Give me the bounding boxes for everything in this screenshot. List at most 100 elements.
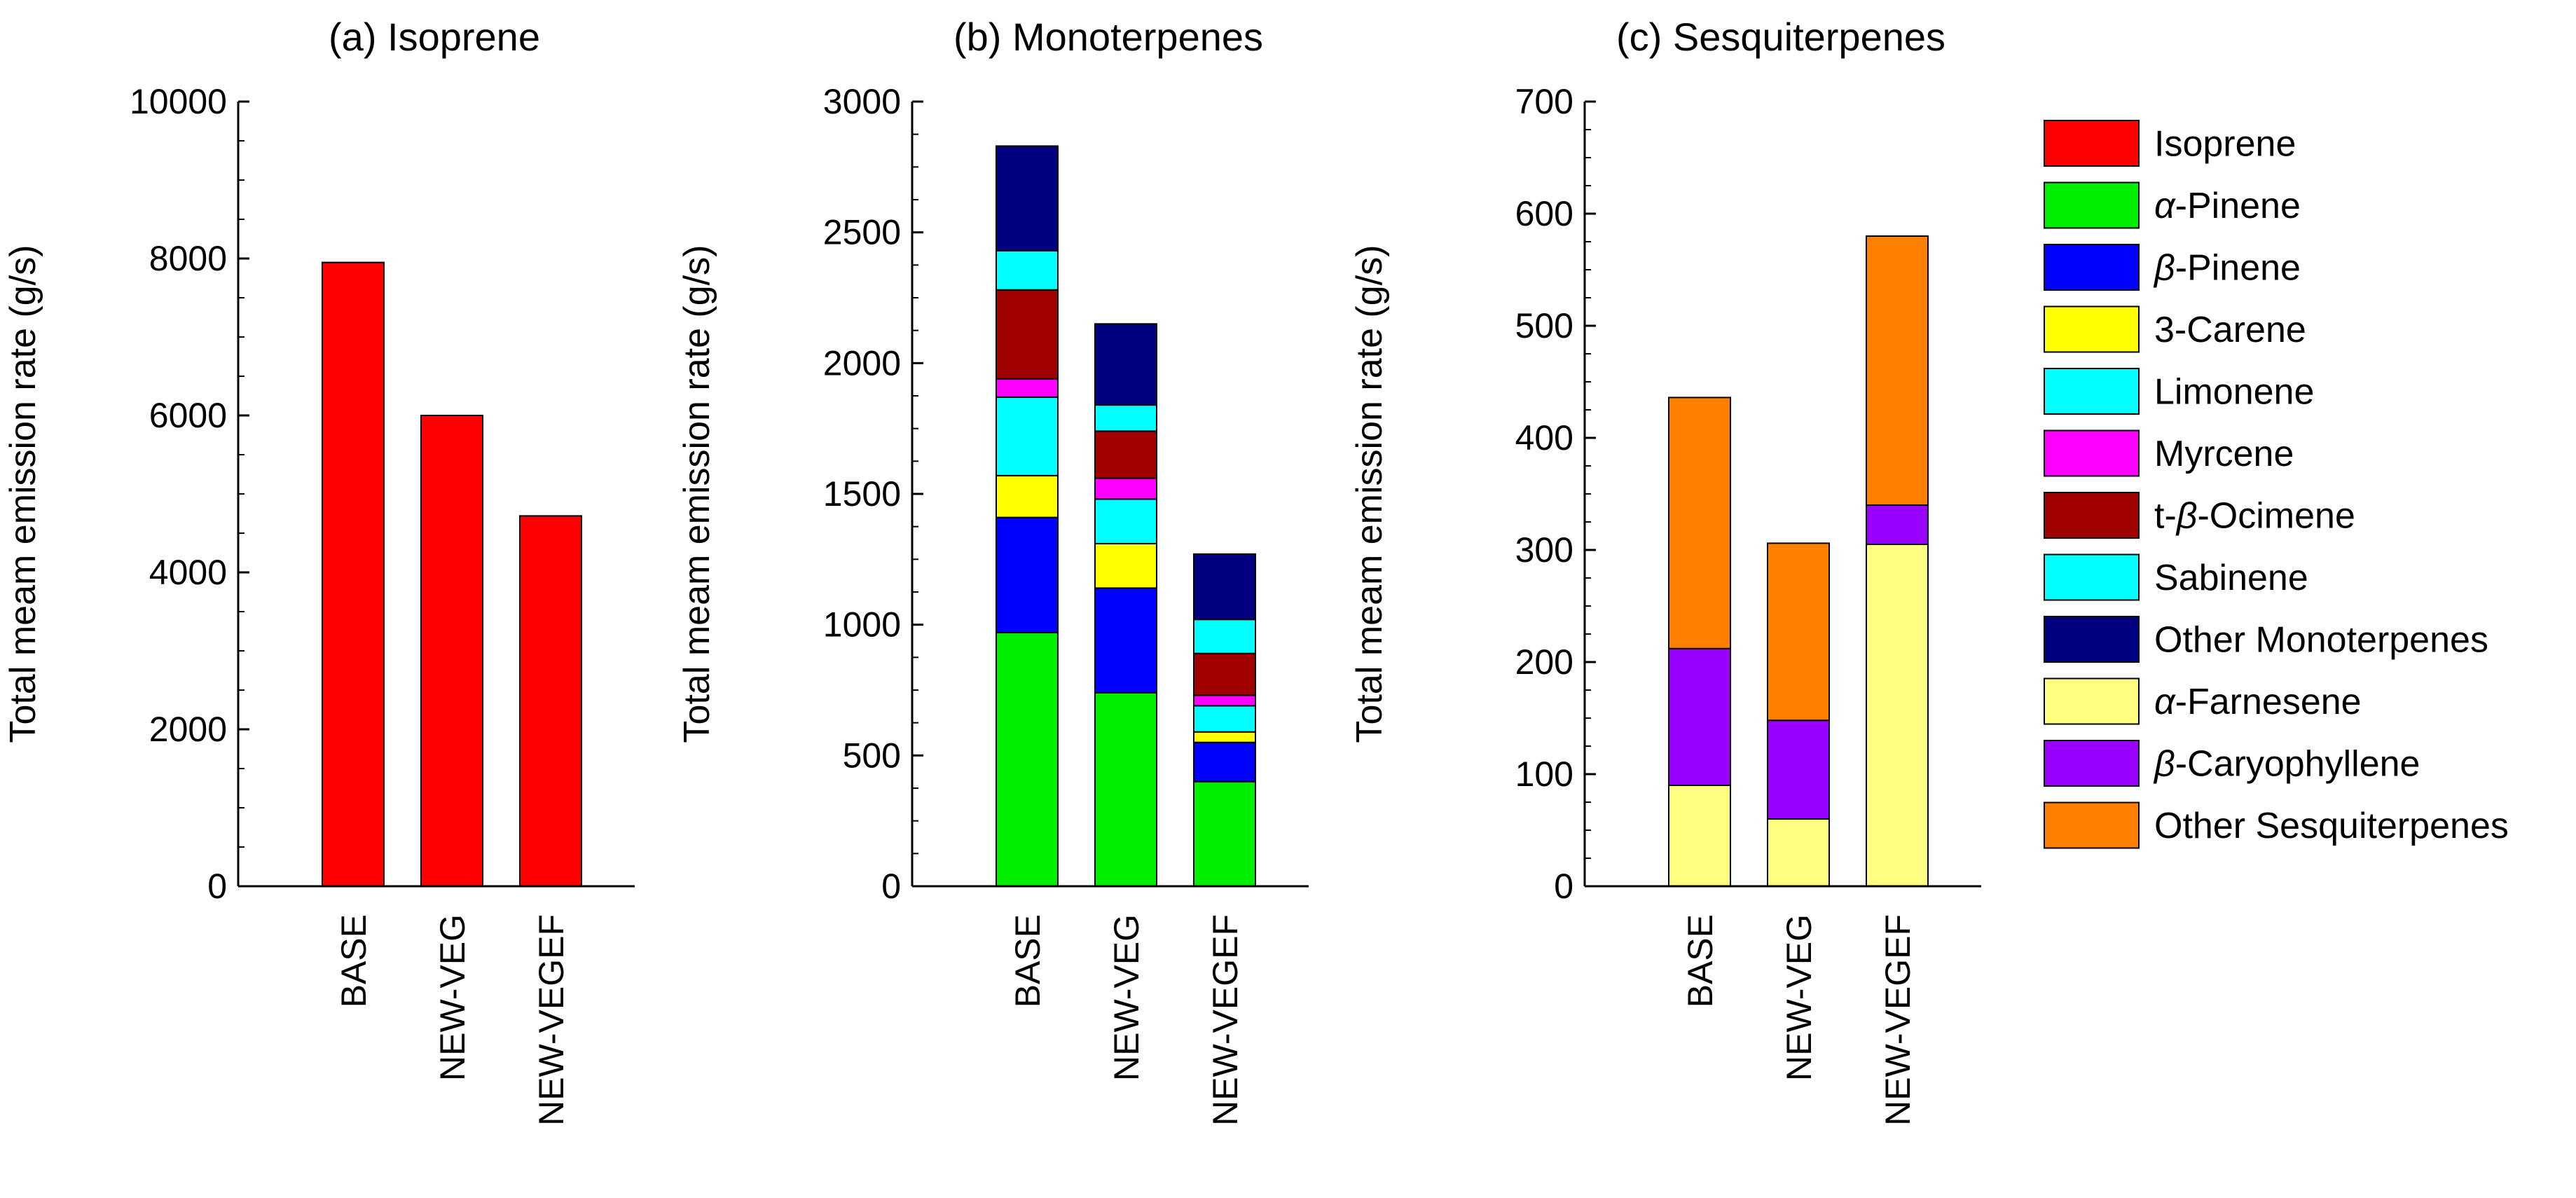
x-tick-label: NEW-VEG [1107,914,1146,1081]
legend-label: Sabinene [2154,558,2308,598]
legend-swatch [2044,740,2140,787]
bar-segment [1767,720,1830,820]
bar-segment [1094,404,1157,432]
bar-segment [1193,694,1256,707]
legend-label: Myrcene [2154,434,2294,474]
chart-title: (a) Isoprene [329,15,540,59]
bar-segment [1668,397,1731,649]
legend-item: Other Monoterpenes [2044,616,2488,663]
chart-panels: (a) Isoprene Total meam emission rate (g/… [3,15,1981,1126]
bar-segment [996,474,1059,518]
y-tick-label: 0 [881,867,901,906]
bar-segment [1866,504,1929,545]
y-tick-label: 600 [1515,194,1573,233]
bar-segment [1094,477,1157,500]
legend-item: β-Caryophyllene [2044,740,2420,787]
legend-item: α-Pinene [2044,181,2301,229]
legend-label: 3-Carene [2154,310,2306,350]
y-tick-label: 2500 [823,213,901,252]
bar-segment [1193,780,1256,887]
y-tick-label: 1500 [823,474,901,514]
y-tick-label: 2000 [149,710,227,749]
y-tick-label: 3000 [823,82,901,121]
y-tick-label: 0 [1554,867,1573,906]
y-tick-label: 400 [1515,418,1573,457]
legend-label: α-Farnesene [2154,682,2362,722]
legend-swatch [2044,429,2140,477]
panel-sesquiterpenes: (c) Sesquiterpenes Total meam emission ra… [1349,15,1981,1126]
chart-title: (c) Sesquiterpenes [1616,15,1945,59]
bar-segment [1767,818,1830,887]
panel-monoterpenes: (b) Monoterpenes Total meam emission rate… [677,15,1309,1126]
bar-segment [996,378,1059,398]
bar-segment [1193,652,1256,696]
bar-segment [1094,691,1157,887]
y-tick-label: 200 [1515,642,1573,682]
x-tick-label: BASE [1008,914,1047,1007]
legend-swatch [2044,305,2140,353]
panel-isoprene: (a) Isoprene Total meam emission rate (g/… [3,15,635,1126]
legend-label: Limonene [2154,372,2314,413]
y-tick-label: 700 [1515,82,1573,121]
bar-segment [1668,785,1731,887]
y-axis-label: Total meam emission rate (g/s) [677,245,717,743]
legend-label: β-Caryophyllene [2153,744,2420,785]
x-tick-label: NEW-VEGEF [1206,914,1245,1126]
bar-segment [322,261,385,888]
y-axis-label: Total meam emission rate (g/s) [3,245,43,743]
legend-item: Other Sesquiterpenes [2044,801,2509,849]
legend-label: Isoprene [2154,124,2296,165]
y-tick-label: 0 [207,867,227,906]
legend-swatch [2044,492,2140,539]
bar-segment [996,145,1059,252]
bar-segment [1193,553,1256,621]
legend-label: Other Monoterpenes [2154,620,2488,661]
bar-segment [996,249,1059,291]
bar-segment [1094,587,1157,694]
y-tick-label: 100 [1515,755,1573,794]
bar-segment [1094,498,1157,544]
y-tick-label: 10000 [130,82,227,121]
bar-segment [1668,647,1731,786]
legend-item: 3-Carene [2044,305,2306,353]
bar-segment [1193,705,1256,733]
bar-segment [1094,323,1157,406]
legend-swatch [2044,120,2140,167]
legend-label: α-Pinene [2154,186,2301,226]
legend-label: Other Sesquiterpenes [2154,806,2509,846]
bar-segment [996,396,1059,476]
y-tick-label: 6000 [149,396,227,435]
legend-label: t-β-Ocimene [2154,496,2355,537]
legend-swatch [2044,181,2140,229]
legend-item: Myrcene [2044,429,2294,477]
x-tick-label: NEW-VEGEF [1878,914,1917,1126]
bar-segment [996,631,1059,887]
chart-title: (b) Monoterpenes [953,15,1263,59]
legend-label: β-Pinene [2153,248,2301,289]
legend-item: β-Pinene [2044,244,2301,291]
y-tick-label: 2000 [823,343,901,383]
legend-item: t-β-Ocimene [2044,492,2355,539]
legend: Isoprene α-Pinene β-Pinene 3-Carene Limonene… [2044,120,2509,849]
legend-swatch [2044,368,2140,415]
y-tick-label: 300 [1515,530,1573,570]
bar-segment [519,515,582,887]
y-tick-label: 4000 [149,553,227,592]
bar-segment [996,516,1059,633]
legend-item: α-Farnesene [2044,677,2362,725]
legend-item: Limonene [2044,368,2314,415]
legend-swatch [2044,677,2140,725]
bar-segment [1094,430,1157,479]
bar-segment [996,289,1059,380]
y-axis-label: Total meam emission rate (g/s) [1349,245,1390,743]
bar-segment [420,415,483,887]
bar-segment [1866,544,1929,887]
bar-segment [1193,619,1256,654]
y-tick-label: 8000 [149,239,227,278]
bar-segment [1094,542,1157,589]
x-tick-label: NEW-VEG [433,914,472,1081]
legend-item: Sabinene [2044,553,2308,601]
y-tick-label: 500 [843,736,901,775]
legend-swatch [2044,801,2140,849]
